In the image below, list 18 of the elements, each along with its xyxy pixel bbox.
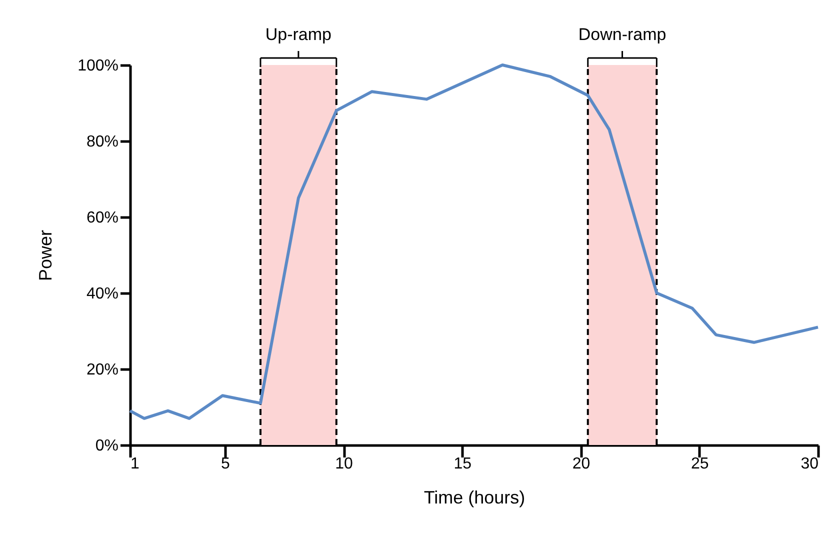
y-axis-title: Power xyxy=(36,230,56,282)
x-tick-label: 20 xyxy=(572,456,590,472)
line-series xyxy=(128,64,820,420)
x-tick-label: 10 xyxy=(335,456,354,472)
x-axis-title: Time (hours) xyxy=(424,488,526,508)
x-tick-label: 15 xyxy=(454,456,472,472)
x-tick-label: 30 xyxy=(800,456,819,472)
y-tick-label: 40% xyxy=(86,286,118,302)
y-tick-label: 80% xyxy=(86,134,118,150)
y-tick-label: 100% xyxy=(78,58,118,74)
y-tick-label: 20% xyxy=(86,362,118,378)
x-tick-label: 5 xyxy=(220,456,230,472)
band-label: Down-ramp xyxy=(578,25,666,44)
band-label: Up-ramp xyxy=(265,25,332,44)
y-tick-label: 60% xyxy=(86,210,118,226)
x-tick-label: 1 xyxy=(130,456,140,472)
x-tick-label: 25 xyxy=(690,456,709,472)
y-tick-label: 0% xyxy=(95,438,118,454)
